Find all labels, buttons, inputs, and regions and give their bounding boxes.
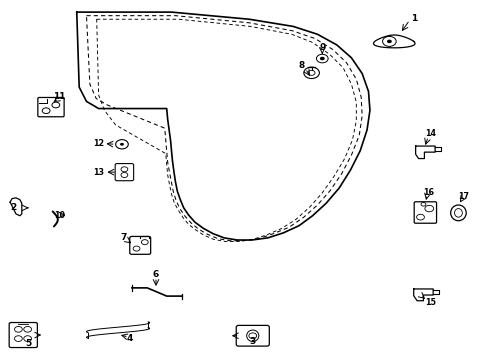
Text: 15: 15 — [424, 298, 435, 307]
Text: 8: 8 — [298, 61, 305, 70]
Circle shape — [316, 54, 327, 63]
Text: 16: 16 — [422, 188, 433, 197]
Circle shape — [319, 57, 324, 60]
Text: 6: 6 — [153, 270, 159, 279]
Text: 10: 10 — [54, 211, 65, 220]
Polygon shape — [415, 146, 434, 158]
FancyBboxPatch shape — [9, 323, 37, 347]
Text: 12: 12 — [93, 139, 104, 148]
Text: 2: 2 — [10, 203, 16, 212]
Circle shape — [386, 40, 391, 43]
Circle shape — [116, 140, 128, 149]
FancyBboxPatch shape — [129, 237, 150, 254]
Text: 14: 14 — [424, 129, 435, 138]
FancyBboxPatch shape — [115, 163, 133, 181]
Text: 11: 11 — [53, 92, 66, 101]
Text: 9: 9 — [319, 42, 325, 51]
Text: 5: 5 — [25, 339, 32, 348]
FancyBboxPatch shape — [236, 325, 269, 346]
Text: 13: 13 — [93, 168, 104, 177]
Polygon shape — [413, 289, 432, 301]
Ellipse shape — [450, 205, 465, 221]
Text: 7: 7 — [121, 233, 127, 242]
Text: 4: 4 — [126, 334, 132, 343]
Circle shape — [120, 143, 123, 146]
Circle shape — [303, 67, 319, 78]
FancyBboxPatch shape — [38, 98, 64, 117]
Polygon shape — [140, 284, 182, 298]
Polygon shape — [373, 35, 414, 48]
Text: 1: 1 — [410, 14, 416, 23]
FancyBboxPatch shape — [413, 202, 436, 223]
Text: 3: 3 — [249, 337, 255, 346]
Text: 17: 17 — [457, 192, 468, 201]
